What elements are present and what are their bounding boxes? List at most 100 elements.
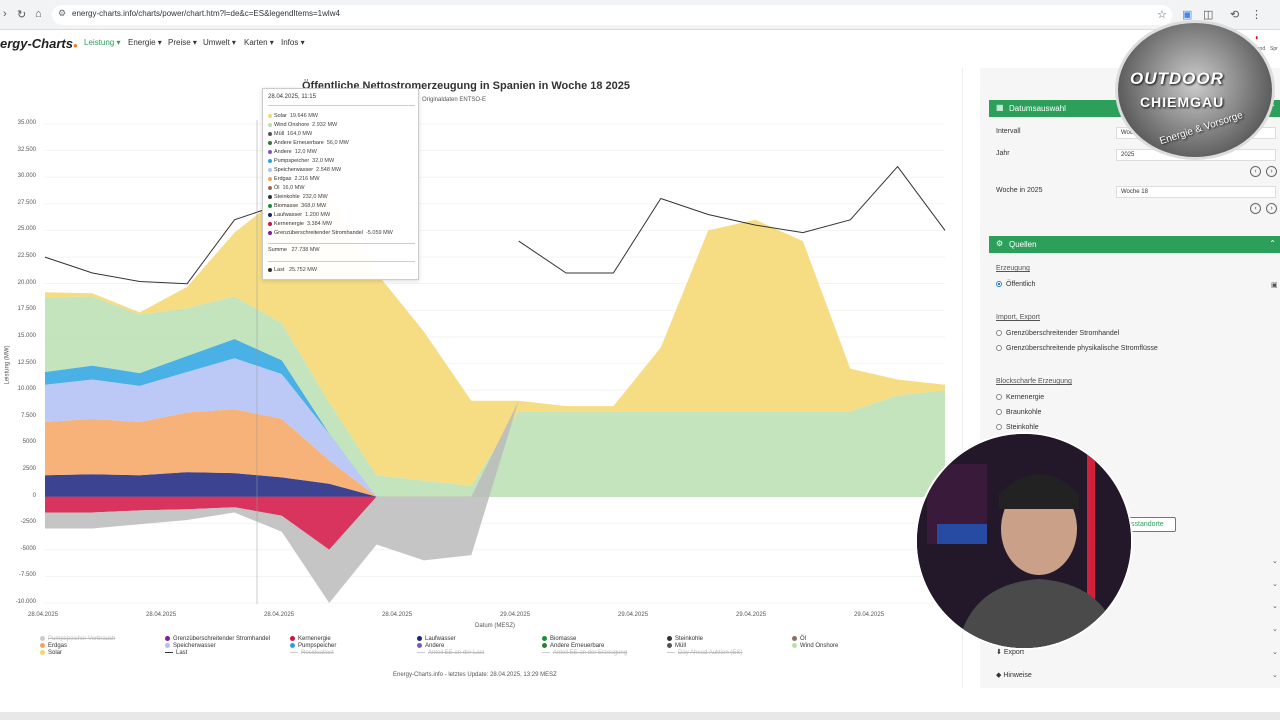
legend-item[interactable]: Wind Onshore (792, 643, 838, 649)
chevron-down-icon[interactable]: ⌄ (1272, 558, 1278, 565)
legend-label: Grenzüberschreitender Stromhandel (173, 636, 271, 643)
legend-dot-icon (417, 636, 422, 641)
legend-item[interactable]: Anteil EE an der Erzeugung (542, 650, 627, 656)
legend-item[interactable]: Pumpspeicher (290, 643, 336, 649)
logo-dot-icon: ● (72, 41, 78, 50)
address-bar[interactable]: ⚙ energy-charts.info/charts/power/chart.… (52, 5, 1172, 25)
site-info-icon[interactable]: ⚙ (58, 8, 67, 18)
x-tick-label: 28.04.2025 (28, 612, 59, 618)
legend-item[interactable]: Andere Erneuerbare (542, 643, 604, 649)
legend-item[interactable]: Laufwasser (417, 636, 456, 642)
radio-steinkohle[interactable]: Steinkohle (996, 424, 1039, 431)
menu-preise[interactable]: Preise ▾ (168, 38, 197, 47)
y-tick-label: 17.500 (17, 306, 36, 313)
load-dot-icon (268, 267, 272, 272)
radio-stromfluesse[interactable]: Grenzüberschreitende physikalische Strom… (996, 345, 1158, 352)
kraftwerksstandorte-button[interactable]: sstandorte (1126, 517, 1176, 532)
y-tick-label: 10.000 (17, 386, 36, 393)
legend-dot-icon (40, 650, 45, 655)
next-week-button[interactable]: › (1266, 203, 1277, 214)
legend-line-icon (667, 651, 675, 653)
legend-dot-icon (165, 643, 170, 648)
section-title: Datumsauswahl (1009, 104, 1066, 113)
legend-dot-icon (290, 636, 295, 641)
chart-footer: Energy-Charts.info - letztes Update: 28.… (393, 672, 557, 678)
radio-label: Öffentlich (1006, 281, 1036, 288)
energy-charts-logo[interactable]: ergy-Charts● (0, 36, 78, 51)
menu-leistung[interactable]: Leistung ▾ (84, 38, 121, 47)
logo-line2: CHIEMGAU (1140, 94, 1225, 110)
section-quellen[interactable]: ⚙ Quellen ⌃ (989, 236, 1280, 253)
legend-item[interactable]: Biomasse (542, 636, 576, 642)
legend-item[interactable]: Öl (792, 636, 806, 642)
legend-item[interactable]: Solar (40, 650, 62, 656)
history-icon[interactable]: ⟲ (1230, 9, 1240, 21)
woche-select[interactable]: Woche 18 (1116, 186, 1276, 198)
area-wind-onshore (45, 296, 945, 497)
hinweise-section[interactable]: ◆ Hinweise (996, 671, 1032, 679)
home-icon[interactable]: ⌂ (35, 8, 42, 20)
tooltip-row-value: 32,0 MW (312, 158, 335, 164)
legend-label: Andere (425, 643, 445, 650)
prev-year-button[interactable]: ‹ (1250, 166, 1261, 177)
spain-flag-icon[interactable]: ◐ (1255, 33, 1260, 42)
area-erdgas (45, 409, 945, 497)
x-tick-label: 28.04.2025 (382, 612, 413, 618)
radio-braunkohle[interactable]: Braunkohle (996, 409, 1041, 416)
forward-icon[interactable]: › (3, 8, 7, 20)
radio-kernenergie[interactable]: Kernenergie (996, 394, 1044, 401)
chevron-down-icon[interactable]: ⌄ (1272, 626, 1278, 633)
menu-label: Karten (244, 38, 268, 47)
legend-dot-icon (667, 636, 672, 641)
legend-item[interactable]: Anteil EE an der Last (417, 650, 484, 656)
menu-infos[interactable]: Infos ▾ (281, 38, 305, 47)
menu-karten[interactable]: Karten ▾ (244, 38, 274, 47)
legend-item[interactable]: Pumpspeicher Verbrauch (40, 636, 115, 642)
chevron-down-icon[interactable]: ⌄ (1272, 603, 1278, 610)
legend-item[interactable]: Speicherwasser (165, 643, 216, 649)
legend-item[interactable]: Grenzüberschreitender Stromhandel (165, 636, 270, 642)
translate-icon[interactable]: ▣ (1182, 9, 1193, 21)
tooltip-row-label: Biomasse (274, 203, 299, 209)
info-icon[interactable]: ▣ (1271, 282, 1278, 289)
chevron-down-icon[interactable]: ⌄ (1272, 649, 1278, 656)
menu-umwelt[interactable]: Umwelt ▾ (203, 38, 236, 47)
menu-energie[interactable]: Energie ▾ (128, 38, 162, 47)
chevron-down-icon[interactable]: ⌄ (1272, 581, 1278, 588)
series-dot-icon (268, 176, 272, 181)
tooltip-divider (268, 243, 415, 244)
tooltip-row-value: 1.200 MW (305, 212, 331, 218)
chevron-down-icon[interactable]: ⌄ (1272, 672, 1278, 679)
bookmark-star-icon[interactable]: ☆ (1157, 9, 1167, 21)
tooltip-row-label: Wind Onshore (274, 122, 310, 128)
legend-item[interactable]: Last (165, 650, 187, 656)
tooltip-row-value: 12,0 MW (294, 149, 317, 155)
radio-label: Grenzüberschreitender Stromhandel (1006, 330, 1120, 337)
y-tick-label: 30.000 (17, 173, 36, 180)
series-dot-icon (268, 167, 272, 172)
sum-label: Summe (268, 247, 287, 253)
reload-icon[interactable]: ↻ (17, 9, 27, 21)
prev-week-button[interactable]: ‹ (1250, 203, 1261, 214)
menu-icon[interactable]: ⋮ (1251, 9, 1262, 21)
legend-item[interactable]: Kernenergie (290, 636, 331, 642)
extensions-icon[interactable]: ◫ (1203, 9, 1214, 21)
legend-item[interactable]: Day Ahead Auktion (ES) (667, 650, 742, 656)
legend-item[interactable]: Erdgas (40, 643, 67, 649)
series-dot-icon (268, 194, 272, 199)
tooltip-load: Last 25.752 MW (268, 267, 317, 273)
legend-item[interactable]: Residuallast (290, 650, 334, 656)
chart-plot-area[interactable] (0, 0, 963, 720)
radio-stromhandel[interactable]: Grenzüberschreitender Stromhandel (996, 330, 1119, 337)
tooltip-row-value: 19.646 MW (289, 113, 318, 119)
radio-oeffentlich[interactable]: Öffentlich (996, 281, 1035, 288)
next-year-button[interactable]: › (1266, 166, 1277, 177)
series-dot-icon (268, 221, 272, 226)
tooltip-row: Andere Erneuerbare 56,0 MW (268, 140, 349, 146)
y-tick-label: 7.500 (20, 412, 36, 419)
export-section[interactable]: ⬇ Export (996, 648, 1024, 656)
legend-item[interactable]: Steinkohle (667, 636, 703, 642)
legend-item[interactable]: Andere (417, 643, 444, 649)
tooltip-row-label: Andere Erneuerbare (274, 140, 324, 146)
legend-item[interactable]: Müll (667, 643, 686, 649)
